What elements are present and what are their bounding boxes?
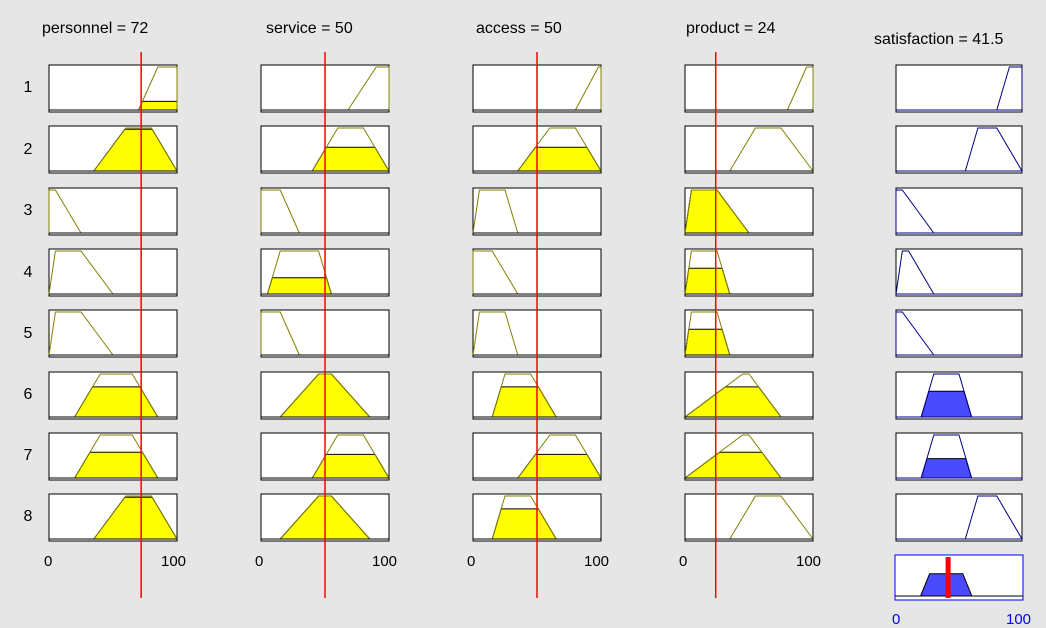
- header-service: service = 50: [266, 20, 353, 37]
- personnel-rule-5-plot: [48, 309, 178, 358]
- product-axis-max: 100: [796, 553, 822, 570]
- header-personnel: personnel = 72: [42, 20, 149, 37]
- access-rule-7-mf-curve: [517, 434, 602, 479]
- product-rule-7-mf-curve: [684, 434, 782, 479]
- product-rule-1-mf-curve: [786, 66, 814, 111]
- personnel-rule-1-mf-curve: [138, 66, 178, 111]
- service-axis-max: 100: [372, 553, 398, 570]
- product-rule-8-mf-curve: [729, 495, 814, 540]
- access-rule-6-mf-curve: [491, 373, 557, 418]
- personnel-rule-1-firing-area: [137, 100, 178, 111]
- personnel-rule-7-mf-curve: [74, 434, 159, 479]
- rule-number-2[interactable]: 2: [23, 141, 33, 158]
- personnel-rule-2-mf-curve: [93, 127, 178, 172]
- satisfaction-axis-min: 0: [892, 611, 901, 628]
- product-rule-1-plot: [684, 64, 814, 113]
- satisfaction-rule-6-mf-curve: [920, 373, 973, 418]
- satisfaction-rule-8-plot: [895, 493, 1023, 542]
- access-rule-5-mf-curve: [472, 311, 519, 356]
- rule-number-8[interactable]: 8: [23, 508, 33, 525]
- personnel-rule-3-mf-curve: [48, 189, 82, 234]
- satisfaction-rule-1-mf-curve: [996, 66, 1023, 111]
- access-axis-max: 100: [584, 553, 610, 570]
- satisfaction-rule-7-mf-curve: [920, 434, 973, 479]
- header-product: product = 24: [686, 20, 776, 37]
- access-axis-min: 0: [467, 553, 476, 570]
- service-rule-5-mf-curve: [260, 311, 300, 356]
- service-rule-1-mf-curve: [347, 66, 390, 111]
- satisfaction-rule-4-mf-curve: [895, 250, 935, 295]
- product-rule-3-mf-curve: [684, 189, 750, 234]
- satisfaction-rule-3-mf-curve: [895, 189, 935, 234]
- satisfaction-rule-5-plot: [895, 309, 1023, 358]
- product-rule-5-mf-curve: [684, 311, 731, 356]
- rule-number-1[interactable]: 1: [23, 79, 33, 96]
- header-satisfaction: satisfaction = 41.5: [874, 31, 1004, 48]
- personnel-axis-max: 100: [161, 553, 187, 570]
- personnel-rule-5-mf-curve: [48, 311, 114, 356]
- product-rule-2-mf-curve: [729, 127, 814, 172]
- satisfaction-rule-3-plot: [895, 187, 1023, 236]
- personnel-rule-4-plot: [48, 248, 178, 297]
- satisfaction-rule-2-plot: [895, 125, 1023, 174]
- rule-number-7[interactable]: 7: [23, 447, 33, 464]
- personnel-rule-4-mf-curve: [48, 250, 114, 295]
- satisfaction-rule-8-mf-curve: [964, 495, 1023, 540]
- product-rule-8-plot: [684, 493, 814, 542]
- satisfaction-aggregate-area: [895, 573, 1023, 597]
- access-rule-1-mf-curve: [574, 66, 602, 111]
- personnel-rule-8-mf-curve: [93, 495, 178, 540]
- rule-number-5[interactable]: 5: [23, 325, 33, 342]
- personnel-rule-3-plot: [48, 187, 178, 236]
- satisfaction-rule-6-firing-area: [920, 390, 973, 418]
- access-rule-8-mf-curve: [491, 495, 557, 540]
- satisfaction-rule-7-firing-area: [920, 458, 973, 479]
- rule-number-4[interactable]: 4: [23, 264, 33, 281]
- satisfaction-rule-5-mf-curve: [895, 311, 935, 356]
- product-rule-6-mf-curve: [684, 373, 782, 418]
- access-rule-3-mf-curve: [472, 189, 519, 234]
- access-rule-2-mf-curve: [517, 127, 602, 172]
- service-axis-min: 0: [255, 553, 264, 570]
- satisfaction-rule-2-mf-curve: [964, 127, 1023, 172]
- satisfaction-axis-max: 100: [1006, 611, 1032, 628]
- service-rule-4-firing-area: [266, 277, 333, 295]
- satisfaction-rule-1-plot: [895, 64, 1023, 113]
- product-rule-2-plot: [684, 125, 814, 174]
- personnel-axis-min: 0: [44, 553, 53, 570]
- personnel-rule-6-mf-curve: [74, 373, 159, 418]
- header-access: access = 50: [476, 20, 562, 37]
- satisfaction-rule-4-plot: [895, 248, 1023, 297]
- product-axis-min: 0: [679, 553, 688, 570]
- access-rule-4-mf-curve: [472, 250, 519, 295]
- service-rule-3-mf-curve: [260, 189, 300, 234]
- rule-number-3[interactable]: 3: [23, 202, 33, 219]
- product-rule-4-mf-curve: [684, 250, 731, 295]
- rule-number-6[interactable]: 6: [23, 386, 33, 403]
